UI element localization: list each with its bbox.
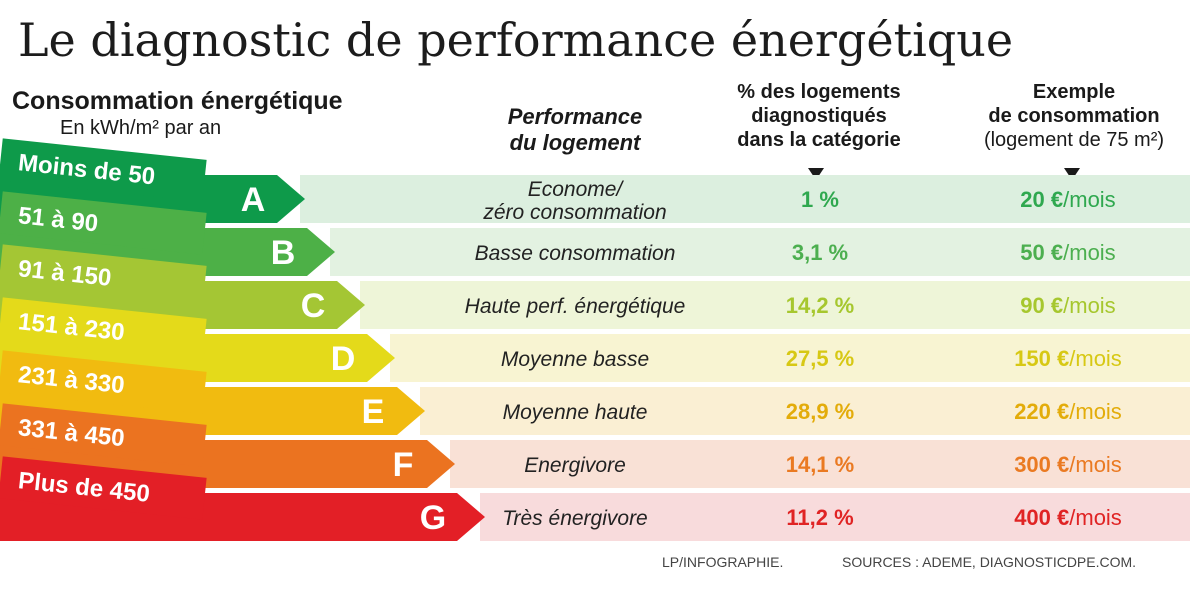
cost-value: 220 €/mois (1014, 399, 1122, 424)
example-header-line: (logement de 75 m²) (983, 129, 1165, 151)
cost-value: 400 €/mois (1014, 505, 1122, 530)
range-band-shape (0, 456, 207, 520)
percent-header-line: diagnostiqués (751, 105, 887, 127)
cost-unit: /mois (1063, 293, 1116, 318)
cost-amount: 400 € (1014, 505, 1069, 530)
range-band: 331 à 450 (0, 403, 207, 467)
cost-amount: 50 € (1020, 240, 1063, 265)
cost-value: 90 €/mois (1020, 293, 1115, 318)
cost-amount: 300 € (1014, 452, 1069, 477)
cost-unit: /mois (1069, 346, 1122, 371)
percent-value: 14,1 % (786, 452, 855, 477)
performance-header-line: Performance (507, 104, 643, 129)
percent-value: 3,1 % (792, 240, 848, 265)
percent-value: 27,5 % (786, 346, 855, 371)
cost-unit: /mois (1063, 187, 1116, 212)
row-background (480, 493, 1190, 541)
credit-label: LP/INFOGRAPHIE. (662, 554, 784, 570)
percent-value: 28,9 % (786, 399, 855, 424)
range-band-shape (0, 297, 207, 361)
rating-letter: D (331, 340, 356, 378)
sources-label: SOURCES : ADEME, DIAGNOSTICDPE.COM. (842, 554, 1137, 570)
percent-value: 11,2 % (786, 505, 853, 530)
performance-label: Basse consommation (475, 242, 676, 265)
percent-header: % des logements diagnostiqués dans la ca… (706, 80, 932, 152)
cost-amount: 20 € (1020, 187, 1063, 212)
percent-value: 1 % (801, 187, 839, 212)
row-background (420, 387, 1190, 435)
range-band: 151 à 230 (0, 297, 207, 361)
performance-label: Econome/ (528, 178, 625, 201)
range-band-shape (0, 138, 207, 202)
performance-label: Haute perf. énergétique (465, 295, 686, 318)
percent-value: 14,2 % (786, 293, 855, 318)
row-background (300, 175, 1190, 223)
example-header-arrow (1064, 168, 1080, 180)
cost-unit: /mois (1063, 240, 1116, 265)
range-band: 91 à 150 (0, 244, 207, 308)
range-band: Moins de 50 (0, 138, 207, 202)
range-band: 231 à 330 (0, 350, 207, 414)
rating-letter: A (241, 181, 266, 219)
rating-letter: F (393, 446, 414, 484)
cost-value: 50 €/mois (1020, 240, 1115, 265)
performance-header-line: du logement (509, 130, 641, 155)
example-header-line: de consommation (988, 105, 1160, 127)
cost-unit: /mois (1069, 505, 1122, 530)
range-band-shape (0, 350, 207, 414)
unit-label: En kWh/m² par an (60, 117, 222, 139)
cost-value: 20 €/mois (1020, 187, 1115, 212)
cost-unit: /mois (1069, 399, 1122, 424)
performance-label: zéro consommation (482, 201, 666, 224)
performance-label: Moyenne basse (501, 348, 649, 371)
percent-header-line: % des logements (737, 81, 901, 103)
range-band-shape (0, 191, 207, 255)
rating-letter: B (271, 234, 296, 272)
cost-amount: 90 € (1020, 293, 1063, 318)
range-band: Plus de 450 (0, 456, 207, 520)
rating-letter: C (301, 287, 326, 325)
consumption-header: Consommation énergétique (12, 87, 343, 115)
performance-header: Performance du logement (472, 104, 678, 156)
range-band-shape (0, 403, 207, 467)
cost-unit: /mois (1069, 452, 1122, 477)
row-background (330, 228, 1190, 276)
example-header-line: Exemple (1032, 81, 1116, 103)
cost-amount: 220 € (1014, 399, 1069, 424)
performance-label: Energivore (524, 454, 626, 477)
row-background (360, 281, 1190, 329)
page-title: Le diagnostic de performance énergétique (18, 13, 1014, 67)
cost-amount: 150 € (1014, 346, 1069, 371)
row-background (390, 334, 1190, 382)
performance-label: Très énergivore (502, 507, 648, 530)
row-background (450, 440, 1190, 488)
cost-value: 300 €/mois (1014, 452, 1122, 477)
percent-header-line: dans la catégorie (737, 129, 901, 151)
rating-letter: G (420, 499, 446, 537)
performance-label: Moyenne haute (503, 401, 648, 424)
percent-header-arrow (808, 168, 824, 180)
cost-value: 150 €/mois (1014, 346, 1122, 371)
range-band-shape (0, 244, 207, 308)
example-header: Exemple de consommation (logement de 75 … (950, 80, 1198, 152)
rating-letter: E (362, 393, 385, 431)
range-band: 51 à 90 (0, 191, 207, 255)
